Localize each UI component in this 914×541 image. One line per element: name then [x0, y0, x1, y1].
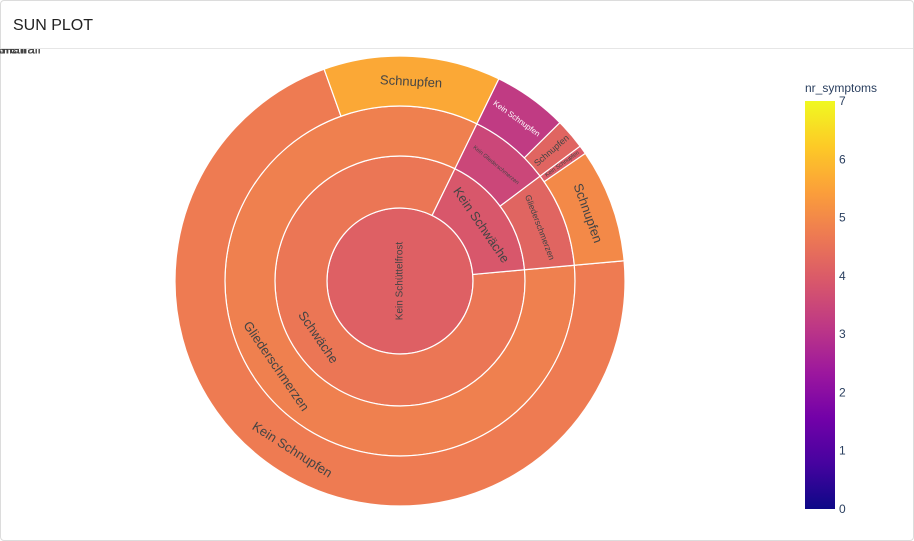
label-kein-schüttelfrost-kein-schwäche-kein-gliederschmerzen-kein-schnupfen-kein-durchfall-halsschmerzen: Halsschmerzen: [0, 49, 17, 52]
label-kein-schüttelfrost-kein-schwäche-gliederschmerzen-schnupfen-durchfall-halsschmerzen: Halsschmerzen: [0, 49, 17, 52]
colorbar-tick-7: 7: [839, 94, 846, 108]
label-kein-schüttelfrost-kein-schwäche-gliederschmerzen-kein-schnupfen-kein-durchfall-halsschmerzen: Halsschmerzen: [0, 49, 17, 52]
label-kein-schüttelfrost-kein-schwäche-kein-gliederschmerzen-schnupfen-durchfall-kein-halsschmerzen: Kein Halsschmerzen: [0, 49, 16, 51]
label-kein-schüttelfrost-kein-schwäche-kein-gliederschmerzen-kein-schnupfen-kein-durchfall-kein-halsschmerzen: Kein Halsschmerzen: [0, 49, 16, 51]
colorbar-tick-5: 5: [839, 211, 846, 225]
label-kein-schüttelfrost-kein-schwäche-kein-gliederschmerzen-schnupfen-kein-durchfall-halsschmerzen: Halsschmerzen: [0, 49, 17, 52]
label-kein-schüttelfrost-kein-schwäche-kein-gliederschmerzen-schnupfen-kein-durchfall: Kein Durchfall: [0, 49, 41, 57]
label-kein-schüttelfrost-kein-schwäche-gliederschmerzen-schnupfen-durchfall-kein-halsschmerzen: Kein Halsschmerzen: [0, 49, 16, 51]
colorbar-gradient: [805, 101, 835, 509]
label-kein-schüttelfrost-kein-schwäche-gliederschmerzen-schnupfen-durchfall: Durchfall: [0, 49, 26, 57]
label-kein-schüttelfrost-schwäche-gliederschmerzen-schnupfen-kein-durchfall: Kein Durchfall: [0, 49, 41, 57]
sector-kein-schüttelfrost-schwäche-gliederschmerzen-kein-schnupfen[interactable]: [174, 68, 626, 507]
colorbar-tick-6: 6: [839, 152, 846, 166]
colorbar-tick-0: 0: [839, 502, 846, 516]
label-kein-schüttelfrost-kein-schwäche-gliederschmerzen-kein-schnupfen-kein-durchfall-kein-halsschmerzen: Kein Halsschmerzen: [0, 49, 16, 51]
label-kein-schüttelfrost-kein-schwäche-kein-gliederschmerzen-schnupfen-durchfall-halsschmerzen: Halsschmerzen: [0, 49, 17, 52]
label-kein-schüttelfrost-kein-schwäche-kein-gliederschmerzen-schnupfen-durchfall: Durchfall: [0, 49, 26, 57]
label-kein-schüttelfrost-schwäche-gliederschmerzen-schnupfen-kein-durchfall-halsschmerzen: Halsschmerzen: [0, 49, 17, 52]
colorbar-title: nr_symptoms: [805, 81, 877, 95]
label-kein-schüttelfrost-kein-schwäche-gliederschmerzen-schnupfen-kein-durchfall: Kein Durchfall: [0, 49, 41, 57]
label-kein-schüttelfrost-kein-schwäche-gliederschmerzen-kein-schnupfen-kein-durchfall: Kein Durchfall: [0, 49, 41, 57]
card-title: SUN PLOT: [1, 1, 913, 49]
label-kein-schüttelfrost-kein-schwäche-gliederschmerzen-schnupfen-kein-durchfall-halsschmerzen: Halsschmerzen: [0, 49, 17, 52]
sunburst-chart[interactable]: Kein SchüttelfrostSchwächeGliederschmerz…: [0, 49, 912, 539]
colorbar-tick-2: 2: [839, 385, 846, 399]
label-kein-schüttelfrost-kein-schwäche-kein-gliederschmerzen-kein-schnupfen-kein-durchfall: Kein Durchfall: [0, 49, 41, 57]
label-kein-schüttelfrost-schwäche-gliederschmerzen-schnupfen: Schnupfen: [380, 72, 443, 90]
sunburst-sectors[interactable]: [174, 49, 664, 507]
colorbar: nr_symptoms 0 1 2 3 4 5 6 7: [805, 81, 877, 516]
label-kein-schüttelfrost: Kein Schüttelfrost: [395, 242, 406, 321]
label-kein-schüttelfrost-schwäche-gliederschmerzen-schnupfen-durchfall: Durchfall: [0, 49, 26, 57]
label-kein-schüttelfrost-kein-schwäche-gliederschmerzen-schnupfen-kein-durchfall-kein-halsschmerzen: Kein Halsschmerzen: [0, 49, 16, 51]
colorbar-tick-3: 3: [839, 327, 846, 341]
colorbar-tick-4: 4: [839, 269, 846, 283]
sector-kein-schüttelfrost-kein-schwäche-gliederschmerzen-schnupfen[interactable]: [543, 152, 625, 266]
label-kein-schüttelfrost-schwäche-gliederschmerzen-schnupfen-durchfall-halsschmerzen: Halsschmerzen: [0, 49, 17, 52]
label-kein-schüttelfrost-schwäche-gliederschmerzen-schnupfen-kein-durchfall-kein-halsschmerzen: Kein Halsschmerzen: [0, 49, 16, 51]
label-kein-schüttelfrost-schwäche-gliederschmerzen-kein-schnupfen-kein-durchfall-kein-halsschmerzen: Kein Halsschmerzen: [0, 49, 16, 51]
label-kein-schüttelfrost-schwäche-gliederschmerzen-kein-schnupfen-kein-durchfall: Kein Durchfall: [0, 49, 41, 57]
colorbar-tick-1: 1: [839, 444, 846, 458]
label-kein-schüttelfrost-schwäche-gliederschmerzen-kein-schnupfen-kein-durchfall-halsschmerzen: Halsschmerzen: [0, 49, 17, 52]
label-kein-schüttelfrost-kein-schwäche-kein-gliederschmerzen-schnupfen-kein-durchfall-kein-halsschmerzen: Kein Halsschmerzen: [0, 49, 16, 51]
label-kein-schüttelfrost-schwäche-gliederschmerzen-schnupfen-durchfall-kein-halsschmerzen: Kein Halsschmerzen: [0, 49, 16, 51]
